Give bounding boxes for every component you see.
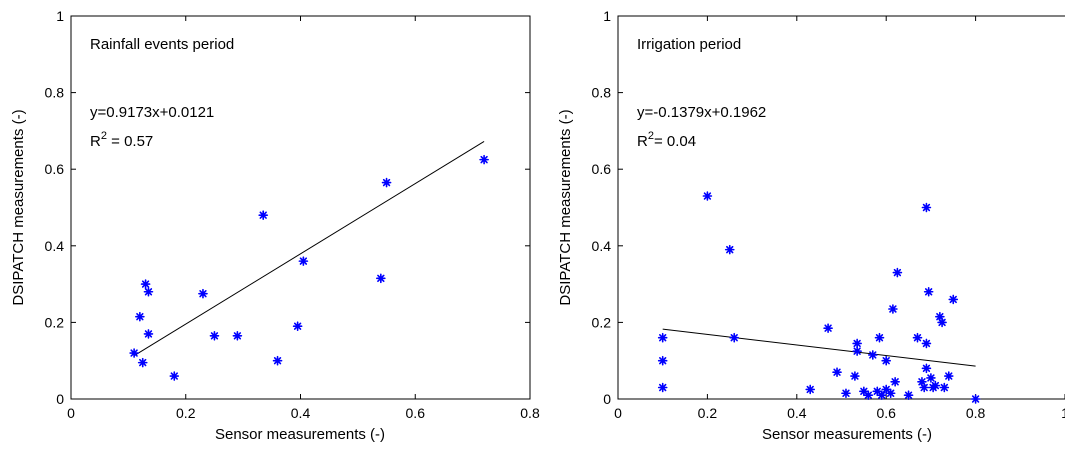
r-squared-exponent: 2 (648, 130, 654, 142)
data-point (921, 363, 932, 374)
x-tick-label: 0.8 (520, 405, 540, 421)
period-label: Rainfall events period (90, 36, 234, 53)
regression-equation: y=-0.1379x+0.1962 (637, 104, 766, 121)
y-tick-label: 1 (56, 8, 64, 24)
data-point (867, 350, 878, 360)
data-point (232, 331, 243, 341)
y-tick-label: 0.2 (592, 314, 612, 330)
data-point (135, 311, 145, 322)
data-point (912, 332, 923, 343)
x-tick-label: 0.4 (787, 405, 807, 421)
y-tick-label: 0.4 (592, 238, 612, 254)
x-axis-label: Sensor measurements (-) (762, 426, 932, 443)
data-point (926, 373, 936, 383)
data-point (143, 329, 154, 339)
y-tick-label: 0.4 (45, 238, 65, 254)
data-point (657, 382, 668, 393)
data-point (921, 202, 932, 213)
data-point (143, 286, 154, 297)
data-point (923, 286, 934, 297)
x-tick-label: 0.6 (876, 405, 896, 421)
data-point (943, 371, 954, 381)
r-squared-symbol: R (637, 133, 648, 150)
data-point (272, 355, 283, 366)
data-point (937, 317, 947, 328)
data-point (850, 371, 860, 381)
y-tick-label: 1 (603, 8, 611, 24)
x-tick-label: 0.6 (406, 405, 426, 421)
data-point (852, 338, 862, 349)
x-axis-label: Sensor measurements (-) (215, 426, 385, 443)
data-point (169, 371, 180, 381)
data-point (376, 273, 386, 284)
data-point (209, 331, 220, 341)
regression-line (133, 140, 485, 357)
data-point (292, 321, 303, 332)
data-point (724, 244, 735, 255)
data-point (948, 294, 959, 305)
data-point (841, 388, 851, 399)
data-point (381, 177, 392, 188)
x-tick-label: 0.8 (966, 405, 986, 421)
y-tick-label: 0.6 (45, 161, 65, 177)
data-point (903, 390, 914, 400)
data-point (702, 191, 713, 201)
data-point (919, 382, 929, 393)
data-point (921, 338, 932, 349)
data-point (890, 376, 900, 387)
data-point (479, 154, 489, 165)
data-point (888, 304, 898, 314)
chart-rainfall: 0 0.2 0.4 0.6 0.8 0 0.2 0.4 0.6 0.8 1 Sensor measur… (10, 8, 540, 443)
y-axis-label: DSIPATCH measurements (-) (557, 109, 574, 305)
plot-frame (70, 15, 531, 400)
data-point (823, 323, 833, 333)
r-squared-exponent: 2 (101, 130, 107, 142)
data-point (874, 332, 885, 343)
data-point (930, 380, 941, 391)
data-point (970, 394, 981, 404)
data-point (729, 332, 740, 343)
chart-irrigation: 0 0.2 0.4 0.6 0.8 1 0 0.2 0.4 0.6 0.8 1 Sensor measu… (557, 8, 1065, 443)
x-tick-label: 0 (614, 405, 622, 421)
data-point (137, 357, 148, 368)
data-point (298, 256, 309, 266)
y-axis-label: DSIPATCH measurements (-) (10, 109, 27, 305)
r-squared-value: = 0.04 (654, 133, 696, 150)
regression-equation: y=0.9173x+0.0121 (90, 104, 214, 121)
regression-line (662, 328, 976, 367)
y-tick-label: 0.6 (592, 161, 612, 177)
y-tick-label: 0 (603, 391, 611, 407)
data-point (805, 384, 816, 395)
y-tick-label: 0.2 (45, 314, 65, 330)
data-point (140, 279, 151, 289)
x-tick-label: 0.2 (176, 405, 196, 421)
data-point (939, 382, 950, 393)
data-point (863, 390, 874, 400)
x-tick-label: 0.4 (291, 405, 311, 421)
data-point (881, 355, 892, 366)
x-tick-label: 1 (1061, 405, 1065, 421)
data-point (657, 332, 668, 343)
plot-frame (617, 15, 1065, 400)
period-label: Irrigation period (637, 36, 741, 53)
data-point (832, 367, 842, 377)
x-tick-label: 0.2 (698, 405, 718, 421)
data-point (885, 388, 896, 399)
r-squared-value: = 0.57 (107, 133, 153, 150)
y-tick-label: 0.8 (592, 85, 612, 101)
y-tick-label: 0 (56, 391, 64, 407)
data-point (852, 346, 862, 356)
data-point (657, 355, 668, 366)
data-point (129, 348, 139, 358)
data-point (198, 288, 208, 299)
r-squared-symbol: R (90, 133, 101, 150)
y-tick-label: 0.8 (45, 85, 65, 101)
x-tick-label: 0 (67, 405, 75, 421)
r-squared: R2 = 0.57 (90, 130, 153, 150)
data-point (876, 390, 887, 400)
data-point (258, 210, 269, 220)
data-point (892, 267, 903, 278)
r-squared: R2= 0.04 (637, 130, 696, 150)
